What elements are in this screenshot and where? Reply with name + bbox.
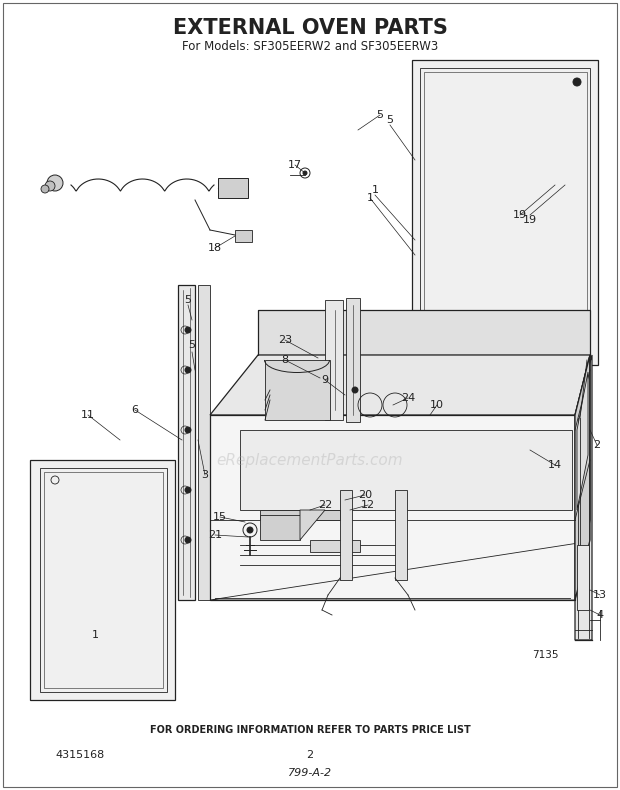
Text: 7135: 7135 — [532, 650, 558, 660]
Polygon shape — [218, 178, 248, 198]
Text: 9: 9 — [321, 375, 329, 385]
Text: 5: 5 — [188, 340, 195, 350]
Text: 10: 10 — [430, 400, 444, 410]
Polygon shape — [577, 545, 589, 610]
Polygon shape — [240, 430, 572, 510]
Text: 22: 22 — [318, 500, 332, 510]
Text: 17: 17 — [288, 160, 302, 170]
Text: 19: 19 — [513, 210, 527, 220]
Text: 799-A-2: 799-A-2 — [288, 768, 332, 778]
Text: 20: 20 — [358, 490, 372, 500]
Polygon shape — [210, 355, 590, 415]
Text: 19: 19 — [523, 215, 537, 225]
Polygon shape — [260, 515, 300, 540]
Text: 5: 5 — [376, 110, 384, 120]
Polygon shape — [300, 510, 325, 540]
Polygon shape — [575, 355, 590, 600]
Polygon shape — [265, 360, 330, 420]
Polygon shape — [340, 490, 352, 580]
Polygon shape — [395, 490, 407, 580]
Polygon shape — [198, 285, 210, 600]
Text: 5: 5 — [185, 295, 192, 305]
Text: 23: 23 — [278, 335, 292, 345]
Polygon shape — [258, 310, 590, 355]
Text: 4: 4 — [596, 610, 603, 620]
Text: 2: 2 — [306, 750, 314, 760]
Text: 24: 24 — [401, 393, 415, 403]
Circle shape — [247, 527, 253, 533]
Circle shape — [45, 181, 55, 191]
Polygon shape — [235, 230, 252, 242]
Polygon shape — [575, 355, 592, 640]
Text: 13: 13 — [593, 590, 607, 600]
Text: 5: 5 — [386, 115, 394, 125]
Text: For Models: SF305EERW2 and SF305EERW3: For Models: SF305EERW2 and SF305EERW3 — [182, 40, 438, 53]
Text: 2: 2 — [593, 440, 601, 450]
Polygon shape — [210, 415, 575, 600]
Text: EXTERNAL OVEN PARTS: EXTERNAL OVEN PARTS — [172, 18, 448, 38]
Text: 3: 3 — [202, 470, 208, 480]
Circle shape — [185, 487, 191, 493]
Text: 6: 6 — [131, 405, 138, 415]
Text: 21: 21 — [208, 530, 222, 540]
Text: 1: 1 — [371, 185, 378, 195]
Text: 11: 11 — [81, 410, 95, 420]
Polygon shape — [310, 540, 360, 552]
Text: 15: 15 — [213, 512, 227, 522]
Polygon shape — [30, 460, 175, 700]
Circle shape — [185, 427, 191, 433]
Polygon shape — [577, 372, 588, 510]
Polygon shape — [346, 298, 360, 422]
Text: 1: 1 — [366, 193, 373, 203]
Polygon shape — [412, 60, 598, 365]
Circle shape — [41, 185, 49, 193]
Polygon shape — [325, 300, 343, 420]
Text: 14: 14 — [548, 460, 562, 470]
Circle shape — [185, 327, 191, 333]
Text: 8: 8 — [281, 355, 288, 365]
Text: 18: 18 — [208, 243, 222, 253]
Circle shape — [352, 387, 358, 393]
Circle shape — [47, 175, 63, 191]
Text: FOR ORDERING INFORMATION REFER TO PARTS PRICE LIST: FOR ORDERING INFORMATION REFER TO PARTS … — [149, 725, 471, 735]
Circle shape — [185, 537, 191, 543]
Circle shape — [185, 367, 191, 373]
Polygon shape — [260, 510, 340, 520]
Circle shape — [573, 78, 581, 86]
Text: eReplacementParts.com: eReplacementParts.com — [216, 453, 404, 468]
Circle shape — [303, 171, 307, 175]
Text: 12: 12 — [361, 500, 375, 510]
Text: 1: 1 — [92, 630, 99, 640]
Polygon shape — [575, 355, 590, 600]
Polygon shape — [178, 285, 195, 600]
Text: 4315168: 4315168 — [55, 750, 104, 760]
